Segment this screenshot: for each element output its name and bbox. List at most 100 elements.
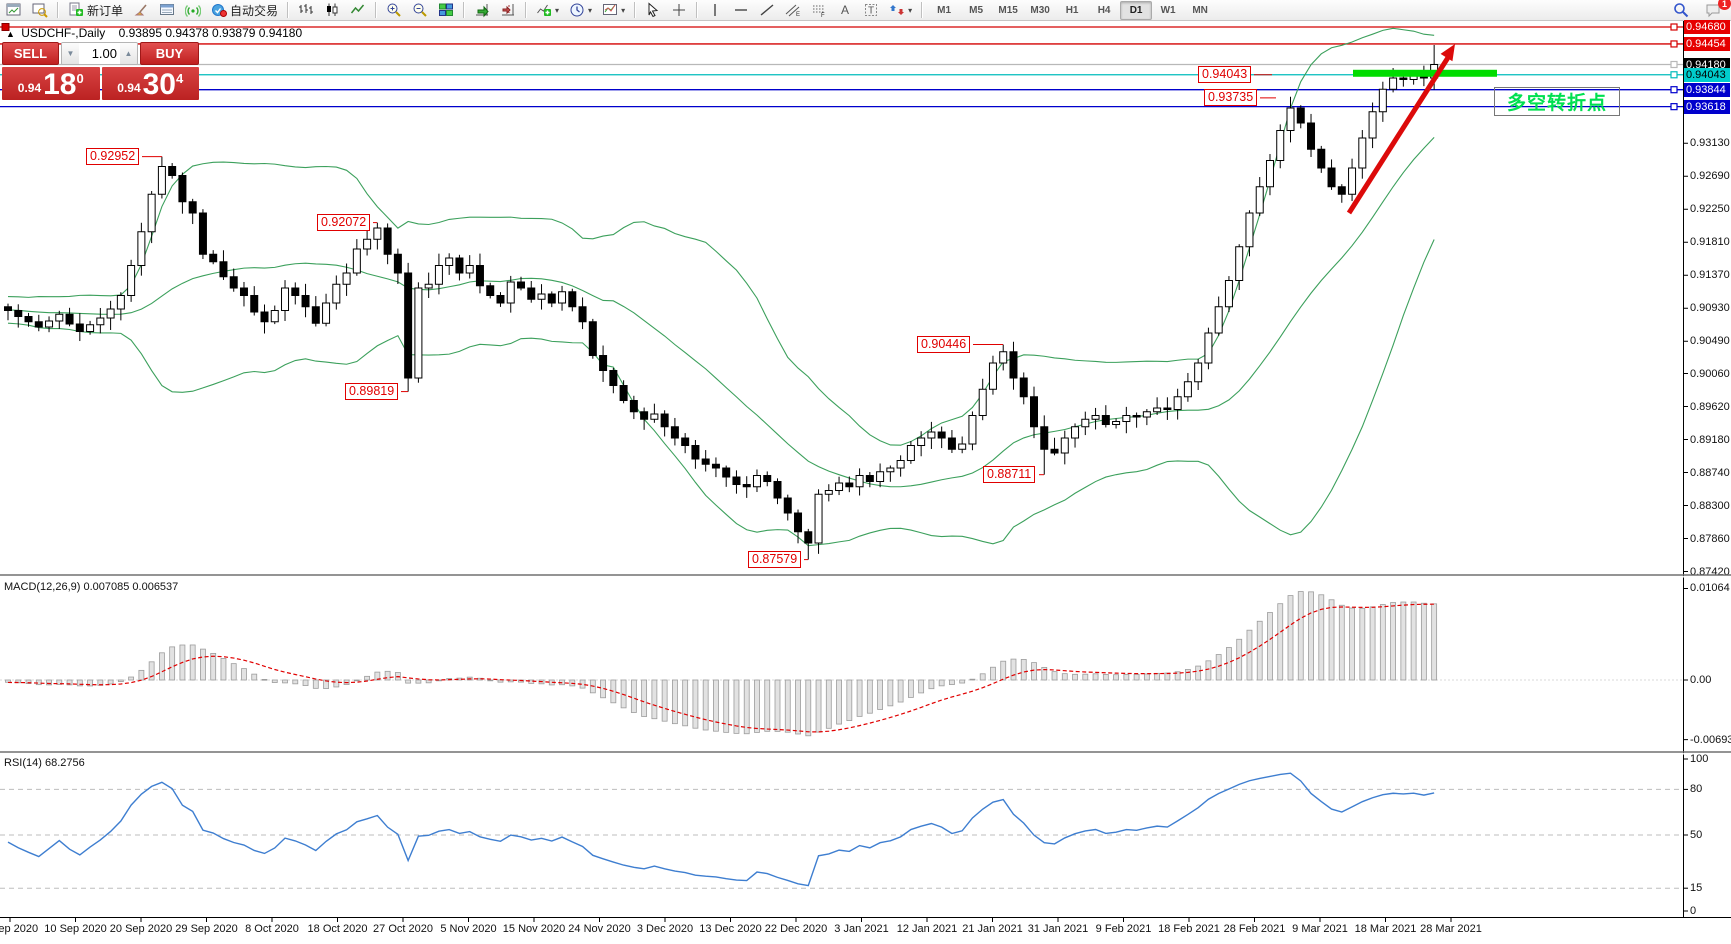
sell-button[interactable]: SELL	[2, 42, 59, 65]
date-axis-label: 18 Feb 2021	[1158, 923, 1220, 935]
toolbar-separator	[287, 2, 290, 18]
profiles-button[interactable]	[28, 1, 52, 19]
toolbar-separator	[57, 2, 59, 18]
svg-text:E: E	[796, 12, 800, 18]
chart-shift-button[interactable]	[496, 1, 520, 19]
zoom-in-icon	[387, 3, 401, 17]
svg-text:A: A	[841, 3, 849, 17]
volume-increase-button[interactable]: ▲	[120, 43, 137, 64]
date-axis-label: 27 Oct 2020	[373, 923, 433, 935]
fibonacci-tool-button[interactable]: F	[807, 1, 831, 19]
price-label-0.88711[interactable]: 0.88711	[983, 466, 1036, 484]
candlestick-mode-button[interactable]	[320, 1, 344, 19]
price-label-0.89819[interactable]: 0.89819	[345, 383, 399, 401]
periods-button[interactable]: ▾	[565, 1, 596, 19]
new-chart-button[interactable]	[2, 1, 26, 19]
zoom-in-button[interactable]	[382, 1, 406, 19]
buy-button[interactable]: BUY	[140, 42, 199, 65]
fibonacci-icon: F	[813, 5, 825, 18]
text-tool-button[interactable]: A	[833, 1, 857, 19]
date-axis-label: 22 Dec 2020	[764, 923, 828, 935]
tile-windows-button[interactable]	[434, 1, 458, 19]
new-order-button[interactable]: 新订单	[64, 1, 127, 19]
channel-tool-button[interactable]: E	[781, 1, 805, 19]
toolbar-separator	[375, 2, 378, 18]
hline-tool-button[interactable]	[729, 1, 753, 19]
sell-price-base: 0.94	[17, 81, 42, 95]
templates-button[interactable]: ▾	[598, 1, 629, 19]
macd-axis-tick: 0.00	[1690, 674, 1712, 686]
rsi-indicator-label: RSI(14) 68.2756	[4, 757, 85, 769]
timeframe-group: M1 M5 M15 M30 H1 H4 D1 W1 MN	[928, 0, 1216, 20]
annotation-turning-point[interactable]: 多空转折点	[1494, 87, 1620, 116]
price-label-0.92072[interactable]: 0.92072	[317, 214, 371, 232]
sell-price-pips: 18	[43, 68, 77, 101]
timeframe-m30[interactable]: M30	[1030, 4, 1050, 16]
timeframe-h1[interactable]: H1	[1065, 4, 1079, 16]
volume-decrease-button[interactable]: ▼	[62, 43, 79, 64]
line-chart-mode-button[interactable]	[346, 1, 370, 19]
zoom-out-button[interactable]	[408, 1, 432, 19]
bar-chart-mode-button[interactable]	[294, 1, 318, 19]
timeframe-m15[interactable]: M15	[998, 4, 1018, 16]
timeframe-m1[interactable]: M1	[937, 4, 952, 16]
candlestick-icon	[327, 3, 338, 16]
buy-quote[interactable]: 0.94 30 4	[101, 67, 199, 100]
chart-shift-icon	[502, 4, 515, 16]
date-axis-label: 5 Nov 2020	[440, 923, 497, 935]
rsi-axis-tick: 80	[1690, 783, 1703, 796]
bar-chart-icon	[299, 4, 314, 14]
price-axis-box-0.93844: 0.93844	[1684, 82, 1730, 97]
price-axis-tick: 0.90490	[1690, 335, 1730, 348]
text-label-icon: T	[865, 4, 878, 17]
price-axis-tick: 0.89180	[1690, 433, 1730, 446]
trendline-tool-button[interactable]	[755, 1, 779, 19]
crosshair-tool-button[interactable]	[667, 1, 691, 19]
signals-button[interactable]	[181, 1, 205, 19]
search-button[interactable]	[1669, 1, 1693, 19]
close-order-button[interactable]	[129, 1, 153, 19]
toolbar-right: 1	[1669, 0, 1731, 19]
horizontal-line-icon	[735, 9, 748, 11]
indicators-button[interactable]: ▾	[532, 1, 563, 19]
timeframe-m5[interactable]: M5	[969, 4, 984, 16]
arrows-dropdown-caret: ▾	[908, 5, 913, 15]
rsi-axis-tick: 100	[1690, 753, 1709, 765]
notifications-button[interactable]: 1	[1701, 0, 1731, 19]
autotrade-button[interactable]: 自动交易	[207, 1, 282, 19]
label-tool-button[interactable]: T	[859, 1, 883, 19]
crosshair-icon	[673, 4, 686, 16]
price-label-0.90446[interactable]: 0.90446	[917, 336, 971, 354]
date-axis-label: 3 Jan 2021	[834, 923, 889, 935]
svg-text:F: F	[821, 13, 825, 18]
highlight-bar	[1353, 69, 1497, 77]
zoom-out-icon	[413, 3, 427, 17]
cursor-tool-button[interactable]	[641, 1, 665, 19]
sell-quote[interactable]: 0.94 18 0	[2, 67, 100, 100]
date-axis-label: 18 Oct 2020	[307, 923, 368, 935]
templates-dropdown-caret: ▾	[621, 5, 626, 15]
date-axis-label: 18 Mar 2021	[1354, 923, 1417, 935]
timeframe-h4[interactable]: H4	[1097, 4, 1111, 16]
price-label-0.94043[interactable]: 0.94043	[1198, 66, 1252, 84]
price-axis-tick: 0.88300	[1690, 499, 1730, 512]
price-label-0.87579[interactable]: 0.87579	[748, 551, 802, 569]
date-axis-label: 24 Nov 2020	[568, 923, 631, 935]
vline-tool-button[interactable]	[703, 1, 727, 19]
timeframe-d1[interactable]: D1	[1120, 0, 1153, 20]
chart-window-title: ▲ USDCHF-,Daily 0.93895 0.94378 0.93879 …	[6, 26, 302, 40]
price-label-0.92952[interactable]: 0.92952	[86, 148, 140, 166]
date-axis-label: 31 Jan 2021	[1027, 923, 1089, 935]
new-order-label: 新订单	[87, 3, 124, 18]
arrows-tool-button[interactable]: ▾	[885, 1, 916, 19]
price-axis-tick: 0.92690	[1690, 170, 1730, 183]
price-label-0.93735[interactable]: 0.93735	[1204, 89, 1258, 107]
market-watch-button[interactable]	[155, 1, 179, 19]
timeframe-mn[interactable]: MN	[1192, 4, 1208, 16]
timeframe-w1[interactable]: W1	[1160, 4, 1176, 16]
price-axis-tick: 0.87860	[1690, 532, 1730, 545]
autoscroll-button[interactable]	[470, 1, 494, 19]
volume-input[interactable]	[79, 43, 120, 64]
search-icon	[1674, 3, 1689, 18]
